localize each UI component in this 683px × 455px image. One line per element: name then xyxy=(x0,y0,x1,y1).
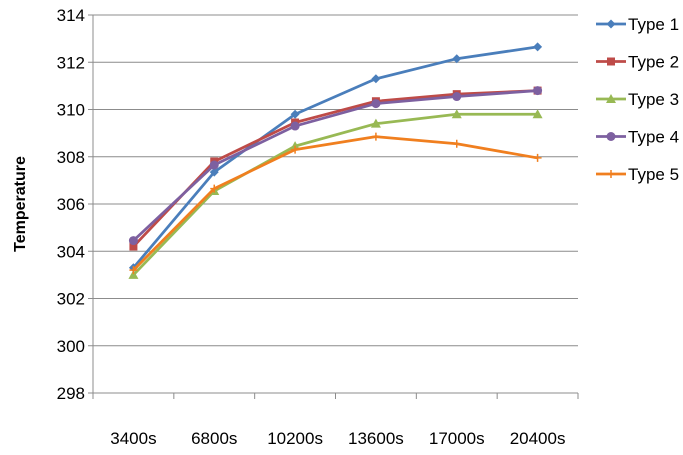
data-point-type-2-3400s xyxy=(129,242,138,251)
series-type-3 xyxy=(128,109,543,279)
data-point-type-4-20400s xyxy=(533,86,543,96)
data-point-type-5-17000s xyxy=(452,139,461,148)
legend-item-type-5: Type 5 xyxy=(596,165,679,184)
y-tick-label-302: 302 xyxy=(57,290,85,309)
y-tick-label-314: 314 xyxy=(57,6,85,25)
y-tick-label-308: 308 xyxy=(57,148,85,167)
series-line-type-5 xyxy=(132,135,538,272)
data-point-type-3-13600s xyxy=(370,118,381,128)
y-axis-label: Temperature xyxy=(12,156,29,252)
data-point-type-5-20400s xyxy=(533,153,542,162)
legend-marker-type-2 xyxy=(607,57,615,66)
x-tick-labels: 3400s 6800s 10200s 13600s 17000s 20400s xyxy=(110,429,565,448)
data-point-type-5-13600s xyxy=(371,132,380,141)
legend-label-type-1: Type 1 xyxy=(628,15,679,34)
legend-marker-type-5 xyxy=(607,170,615,178)
y-tick-label-298: 298 xyxy=(57,384,85,403)
legend-label-type-3: Type 3 xyxy=(628,90,679,109)
data-point-type-4-17000s xyxy=(452,92,462,102)
series-lines xyxy=(128,42,543,279)
data-point-type-1-6800s xyxy=(209,167,219,177)
legend-marker-type-1 xyxy=(606,19,616,29)
x-tick-label-10200s: 10200s xyxy=(267,429,323,448)
series-type-1 xyxy=(128,42,543,273)
legend-marker-type-4 xyxy=(606,132,616,141)
series-line-type-2 xyxy=(132,89,538,248)
data-point-type-1-17000s xyxy=(452,54,462,64)
series-type-4 xyxy=(128,86,543,246)
x-tick-label-20400s: 20400s xyxy=(510,429,566,448)
data-point-type-1-13600s xyxy=(371,74,381,84)
data-point-type-1-10200s xyxy=(290,109,300,119)
legend-item-type-2: Type 2 xyxy=(596,53,679,72)
data-point-type-3-17000s xyxy=(451,109,462,119)
series-line-type-3 xyxy=(132,112,538,276)
x-tick-label-13600s: 13600s xyxy=(348,429,404,448)
data-point-type-3-3400s xyxy=(128,269,139,279)
gridlines xyxy=(93,14,578,347)
data-point-type-4-13600s xyxy=(371,99,381,109)
y-tick-label-300: 300 xyxy=(57,337,85,356)
legend: Type 1 Type 2 Type 3 Type 4 Type 5 xyxy=(596,15,679,184)
legend-marker-type-3 xyxy=(606,94,616,103)
y-tick-label-304: 304 xyxy=(57,242,85,261)
x-tick-label-3400s: 3400s xyxy=(110,429,156,448)
data-point-type-5-10200s xyxy=(291,145,300,154)
series-line-type-4 xyxy=(132,89,538,242)
x-tick-label-17000s: 17000s xyxy=(429,429,485,448)
data-point-type-3-20400s xyxy=(532,109,543,119)
series-type-5 xyxy=(129,132,542,275)
series-line-type-1 xyxy=(132,45,538,269)
legend-label-type-5: Type 5 xyxy=(628,165,679,184)
y-tick-label-310: 310 xyxy=(57,101,85,120)
axes xyxy=(88,14,579,399)
data-point-type-4-10200s xyxy=(290,121,300,131)
y-tick-label-312: 312 xyxy=(57,53,85,72)
legend-item-type-1: Type 1 xyxy=(596,15,679,34)
legend-item-type-4: Type 4 xyxy=(596,128,679,147)
series-type-2 xyxy=(129,86,542,251)
legend-label-type-2: Type 2 xyxy=(628,53,679,72)
data-point-type-4-6800s xyxy=(209,160,219,170)
y-tick-label-306: 306 xyxy=(57,195,85,214)
x-tick-label-6800s: 6800s xyxy=(191,429,237,448)
data-point-type-1-20400s xyxy=(533,42,543,52)
legend-label-type-4: Type 4 xyxy=(628,128,679,147)
y-tick-labels: 298 300 302 304 306 308 310 312 314 xyxy=(57,6,85,403)
legend-item-type-3: Type 3 xyxy=(596,90,679,109)
data-point-type-5-3400s xyxy=(129,266,138,275)
data-point-type-4-3400s xyxy=(128,236,138,246)
data-point-type-5-6800s xyxy=(210,184,219,193)
